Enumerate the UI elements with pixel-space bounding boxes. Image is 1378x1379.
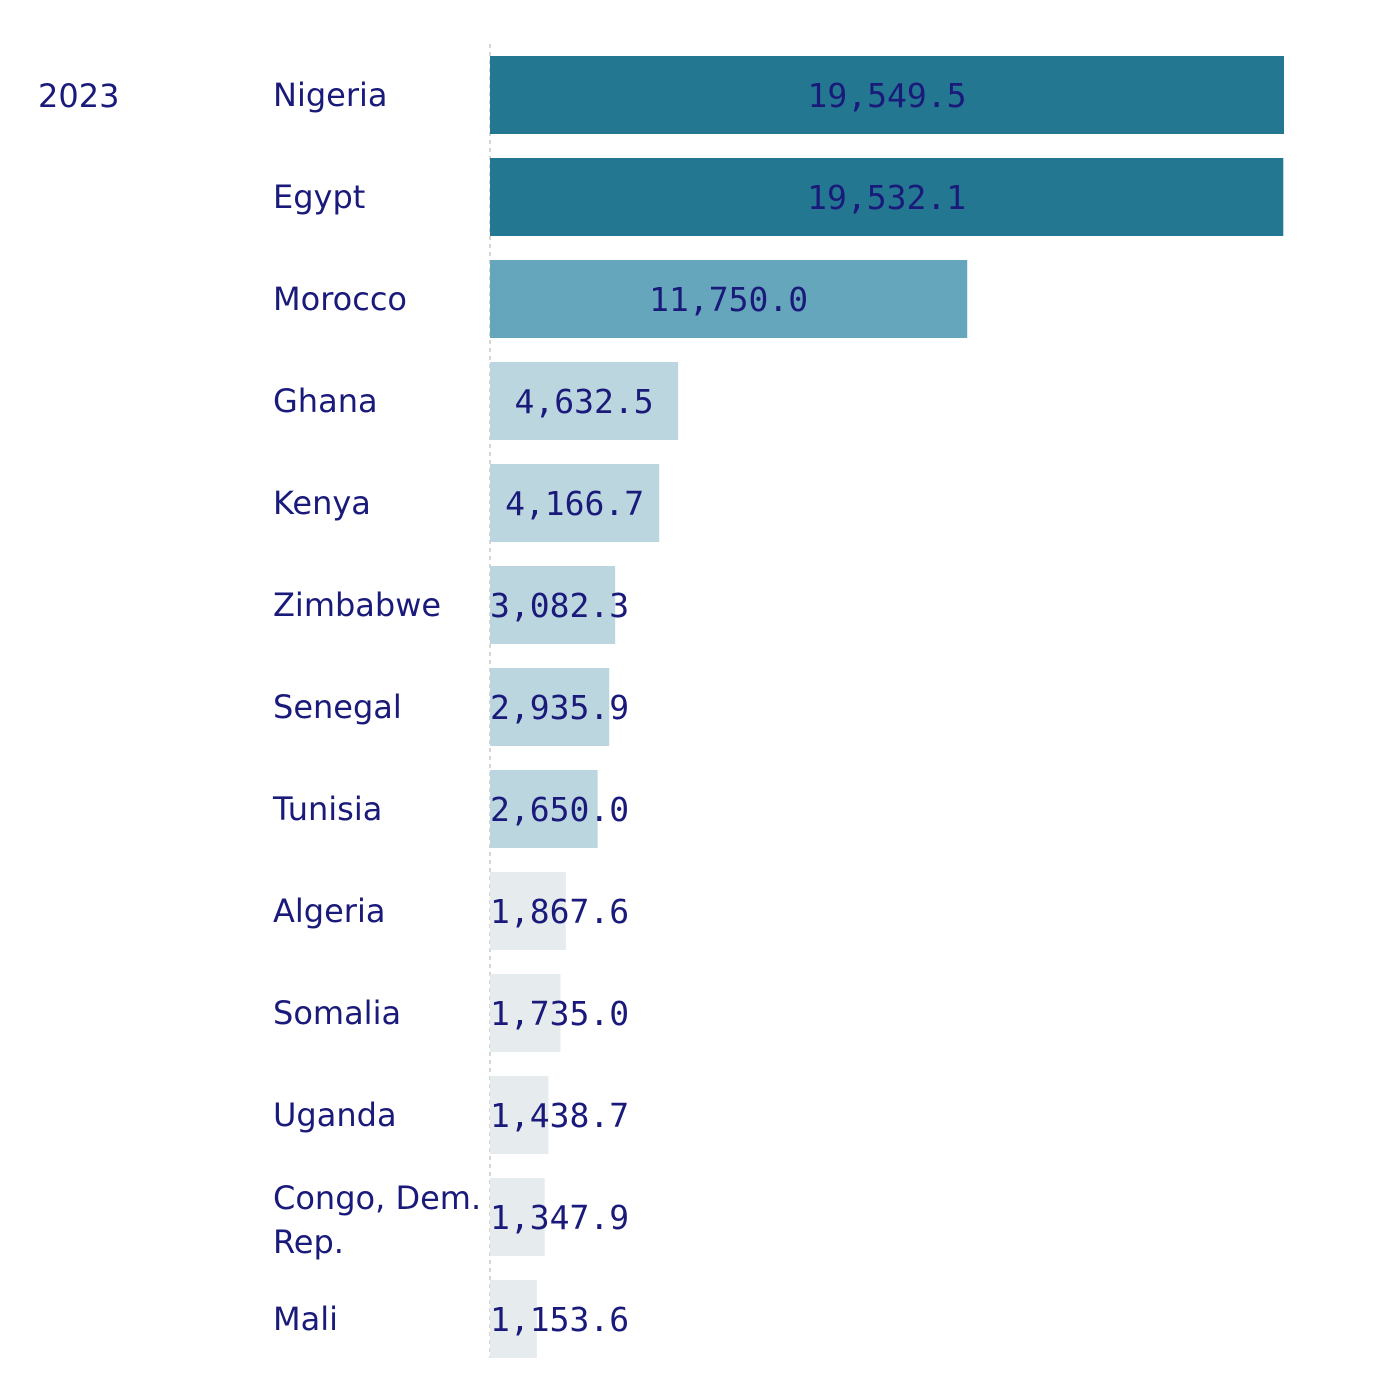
value-label-kenya: 4,166.7 <box>505 484 644 523</box>
bar-nigeria <box>490 56 1284 134</box>
value-label-mali: 1,153.6 <box>490 1300 629 1339</box>
value-label-nigeria: 19,549.5 <box>808 76 967 115</box>
category-label-zimbabwe: Zimbabwe <box>273 586 441 624</box>
value-labels-group: 19,549.5 19,532.1 11,750.0 4,632.5 4,166.7 3,… <box>490 76 966 1339</box>
category-labels-group: Nigeria Egypt Morocco Ghana Kenya Zimbabwe Sen… <box>272 76 481 1338</box>
value-label-morocco: 11,750.0 <box>649 280 808 319</box>
category-label-morocco: Morocco <box>273 280 407 318</box>
category-label-ghana: Ghana <box>273 382 378 420</box>
bar-tunisia <box>490 770 598 848</box>
category-label-egypt: Egypt <box>273 178 365 216</box>
bar-somalia <box>490 974 561 1052</box>
value-label-zimbabwe: 3,082.3 <box>490 586 629 625</box>
bar-uganda <box>490 1076 549 1154</box>
category-label-tunisia: Tunisia <box>272 790 382 828</box>
value-label-somalia: 1,735.0 <box>490 994 629 1033</box>
category-label-senegal: Senegal <box>273 688 402 726</box>
value-label-egypt: 19,532.1 <box>807 178 966 217</box>
bar-mali <box>490 1280 537 1358</box>
bar-senegal <box>490 668 610 746</box>
category-label-nigeria: Nigeria <box>273 76 387 114</box>
category-label-kenya: Kenya <box>273 484 371 522</box>
category-label-algeria: Algeria <box>273 892 385 930</box>
bar-egypt <box>490 158 1284 236</box>
bars-group <box>490 56 1284 1358</box>
category-label-somalia: Somalia <box>273 994 401 1032</box>
year-label: 2023 <box>38 77 119 115</box>
bar-kenya <box>490 464 660 542</box>
bar-ghana <box>490 362 679 440</box>
value-label-tunisia: 2,650.0 <box>490 790 629 829</box>
value-label-congo-dem-rep: 1,347.9 <box>490 1198 629 1237</box>
category-label-mali: Mali <box>273 1300 338 1338</box>
value-label-senegal: 2,935.9 <box>490 688 629 727</box>
bar-zimbabwe <box>490 566 616 644</box>
category-label-congo-dem-rep: Congo, Dem. Rep. <box>273 1179 481 1261</box>
bar-morocco <box>490 260 968 338</box>
bar-algeria <box>490 872 566 950</box>
value-label-ghana: 4,632.5 <box>515 382 654 421</box>
category-label-uganda: Uganda <box>273 1096 397 1134</box>
bar-congo-dem-rep <box>490 1178 545 1256</box>
value-label-algeria: 1,867.6 <box>490 892 629 931</box>
value-label-uganda: 1,438.7 <box>490 1096 629 1135</box>
